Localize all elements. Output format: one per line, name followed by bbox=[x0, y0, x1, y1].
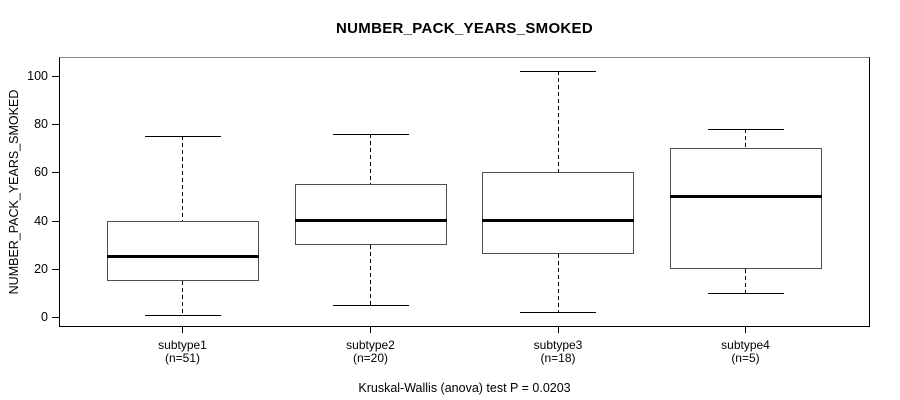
median-line-subtype3 bbox=[482, 219, 634, 223]
x-tick-subtype3 bbox=[557, 326, 559, 333]
y-tick bbox=[52, 75, 59, 77]
lower-whisker-subtype3 bbox=[557, 254, 559, 313]
y-tick-label: 80 bbox=[34, 116, 48, 131]
y-tick bbox=[52, 220, 59, 222]
x-category-label-subtype3: subtype3 bbox=[533, 338, 583, 352]
x-category-label-subtype4: subtype4 bbox=[721, 338, 770, 352]
y-tick-label: 0 bbox=[41, 310, 48, 325]
x-category-label-subtype2: subtype2 bbox=[346, 338, 395, 352]
iqr-box-subtype4 bbox=[669, 148, 822, 269]
y-tick-label: 40 bbox=[34, 213, 48, 228]
lower-whisker-subtype2 bbox=[370, 244, 371, 306]
upper-whisker-cap-subtype1 bbox=[144, 136, 221, 138]
x-tick-subtype1 bbox=[182, 326, 183, 333]
lower-whisker-cap-subtype3 bbox=[520, 312, 596, 314]
x-tick-subtype2 bbox=[370, 326, 371, 333]
y-tick bbox=[52, 317, 59, 319]
y-tick bbox=[52, 123, 59, 125]
x-count-label-subtype3: (n=18) bbox=[540, 351, 576, 365]
upper-whisker-subtype3 bbox=[557, 70, 559, 173]
lower-whisker-cap-subtype4 bbox=[707, 293, 784, 295]
median-line-subtype4 bbox=[669, 194, 822, 198]
y-tick-label: 60 bbox=[34, 165, 48, 180]
upper-whisker-subtype4 bbox=[745, 128, 746, 149]
iqr-box-subtype2 bbox=[294, 184, 447, 245]
y-tick bbox=[52, 268, 59, 270]
upper-whisker-cap-subtype4 bbox=[707, 128, 784, 130]
y-tick-label: 20 bbox=[34, 261, 48, 276]
x-count-label-subtype1: (n=51) bbox=[164, 351, 201, 365]
lower-whisker-subtype1 bbox=[182, 281, 183, 315]
upper-whisker-subtype2 bbox=[370, 133, 371, 185]
lower-whisker-subtype4 bbox=[745, 268, 746, 294]
upper-whisker-subtype1 bbox=[182, 136, 183, 221]
median-line-subtype1 bbox=[106, 255, 259, 259]
x-tick-subtype4 bbox=[745, 326, 746, 333]
x-count-label-subtype2: (n=20) bbox=[352, 351, 389, 365]
stat-test-note: Kruskal-Wallis (anova) test P = 0.0203 bbox=[358, 381, 571, 395]
upper-whisker-cap-subtype2 bbox=[332, 133, 409, 135]
iqr-box-subtype1 bbox=[106, 220, 259, 282]
x-count-label-subtype4: (n=5) bbox=[731, 351, 760, 365]
lower-whisker-cap-subtype2 bbox=[332, 305, 409, 307]
lower-whisker-cap-subtype1 bbox=[144, 314, 221, 316]
chart-title: NUMBER_PACK_YEARS_SMOKED bbox=[336, 20, 593, 37]
y-tick-label: 100 bbox=[27, 68, 48, 83]
x-category-label-subtype1: subtype1 bbox=[158, 338, 207, 352]
y-tick bbox=[52, 172, 59, 174]
upper-whisker-cap-subtype3 bbox=[520, 70, 596, 72]
median-line-subtype2 bbox=[294, 219, 447, 223]
iqr-box-subtype3 bbox=[482, 172, 634, 255]
plot-area: 0 20 40 60 80 100 subtype1 (n=51) subtype2 (n=20)… bbox=[27, 57, 870, 365]
